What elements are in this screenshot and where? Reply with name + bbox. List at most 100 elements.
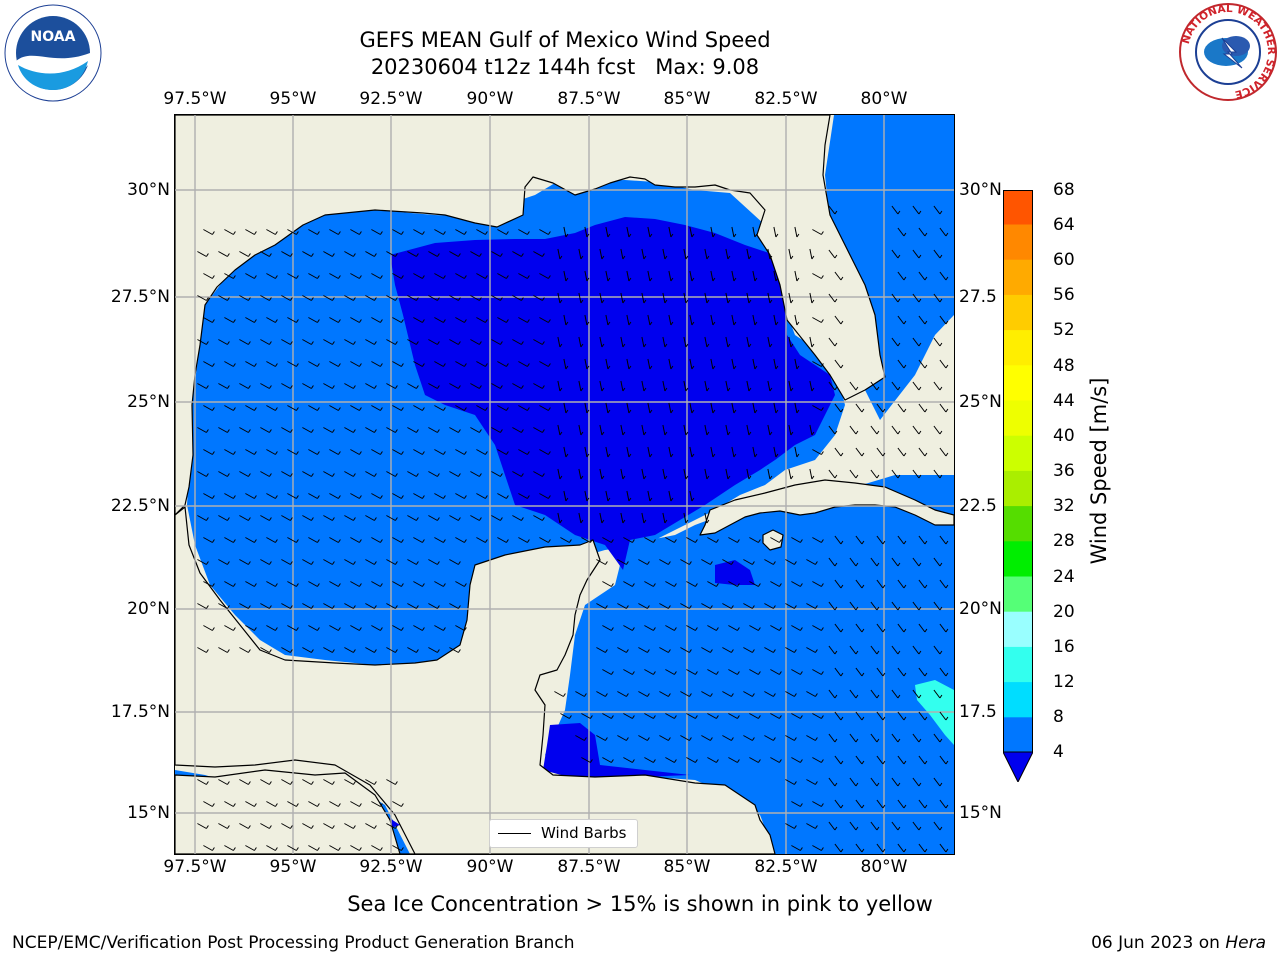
- wind-barb: [539, 317, 549, 323]
- wind-barb: [701, 559, 711, 565]
- lon-tick-top: 82.5°W: [754, 89, 818, 109]
- wind-barb-flag: [790, 299, 794, 304]
- wind-barb-flag: [876, 826, 880, 831]
- wind-barb: [497, 273, 507, 279]
- wind-barb: [497, 317, 507, 323]
- lat-tick-right: 17.5: [959, 702, 997, 722]
- wind-barb-flag: [358, 363, 362, 367]
- wind-barb: [260, 647, 270, 653]
- wind-barb-flag: [442, 363, 446, 367]
- wind-barb-flag: [652, 715, 656, 719]
- wind-barb: [626, 270, 630, 282]
- wind-barb-flag: [945, 848, 949, 853]
- wind-barb: [665, 581, 675, 587]
- wind-barb-flag: [394, 341, 398, 345]
- wind-barb-flag: [331, 297, 335, 301]
- wind-barb: [260, 251, 270, 257]
- wind-barb-flag: [442, 231, 446, 235]
- wind-barb: [599, 424, 603, 436]
- wind-barb-flag: [442, 539, 446, 543]
- wind-barb-flag: [855, 430, 859, 435]
- wind-barb-flag: [945, 628, 949, 633]
- wind-barb-flag: [772, 737, 776, 741]
- colorbar-segment: [1003, 190, 1033, 225]
- wind-barb: [788, 380, 792, 392]
- wind-speed-map: [175, 115, 954, 854]
- wind-barb-flag: [939, 298, 943, 303]
- wind-barb: [806, 823, 816, 829]
- wind-barb: [245, 405, 255, 411]
- wind-barb: [386, 471, 396, 477]
- wind-barb: [428, 383, 438, 389]
- colorbar-tick: 40: [1053, 426, 1075, 446]
- wind-barb-flag: [736, 671, 740, 675]
- wind-barb-flag: [834, 562, 838, 567]
- wind-barb-flag: [628, 365, 632, 370]
- wind-barb: [557, 424, 561, 436]
- wind-barb: [939, 447, 947, 457]
- wind-barb: [870, 733, 878, 743]
- wind-barb: [891, 821, 899, 831]
- wind-barb: [239, 559, 249, 565]
- wind-barb-flag: [211, 847, 215, 851]
- map-subtitle: 20230604 t12z 144h fcst Max: 9.08: [370, 55, 760, 79]
- wind-barb-flag: [649, 453, 653, 458]
- wind-barb: [680, 691, 690, 697]
- wind-barb-flag: [796, 233, 800, 238]
- colorbar-segment: [1003, 470, 1033, 507]
- colorbar-tick: 32: [1053, 496, 1075, 516]
- wind-barb: [647, 490, 651, 502]
- colorbar-tick: 20: [1053, 602, 1075, 622]
- wind-barb-flag: [463, 231, 467, 235]
- wind-barb-flag: [289, 297, 293, 301]
- wind-barb: [329, 449, 339, 455]
- wind-barb: [323, 383, 333, 389]
- wind-barb-flag: [882, 848, 886, 853]
- wind-barb-flag: [727, 343, 731, 348]
- wind-barb: [245, 361, 255, 367]
- wind-barb: [806, 603, 816, 609]
- wind-barb: [828, 557, 836, 567]
- wind-barb: [689, 446, 693, 458]
- wind-barb-flag: [715, 671, 719, 675]
- lon-tick-top: 95°W: [269, 89, 317, 109]
- wind-barb-flag: [643, 255, 647, 260]
- wind-barb-flag: [253, 803, 257, 807]
- wind-barb-flag: [769, 255, 773, 260]
- wind-barb-flag: [205, 253, 209, 257]
- wind-barb-flag: [226, 473, 230, 477]
- wind-barb: [644, 713, 654, 719]
- wind-barb-flag: [373, 605, 377, 609]
- wind-barb: [689, 314, 693, 326]
- wind-barb: [933, 645, 941, 655]
- wind-barb-flag: [903, 364, 907, 369]
- wind-barb-flag: [568, 539, 572, 543]
- wind-barb-flag: [331, 605, 335, 609]
- noaa-logo: NOAA: [4, 4, 102, 102]
- wind-barb-flag: [834, 386, 838, 391]
- wind-barb-flag: [565, 277, 569, 282]
- wind-barb-flag: [855, 738, 859, 743]
- wind-barb: [203, 581, 213, 587]
- wind-barb-flag: [694, 583, 698, 587]
- wind-barb: [407, 471, 417, 477]
- wind-barb: [308, 537, 318, 543]
- wind-barb: [665, 625, 675, 631]
- wind-barb: [239, 295, 249, 301]
- wind-barb-flag: [457, 473, 461, 477]
- wind-barb: [455, 493, 465, 499]
- wind-barb-flag: [861, 760, 865, 765]
- wind-barb-flag: [295, 319, 299, 323]
- wind-barb-flag: [673, 583, 677, 587]
- wind-barb-flag: [769, 343, 773, 348]
- wind-barb-flag: [337, 627, 341, 631]
- wind-barb-flag: [316, 231, 320, 235]
- wind-barb-flag: [268, 385, 272, 389]
- wind-barb: [791, 757, 801, 763]
- wind-barb-flag: [607, 321, 611, 326]
- wind-barb-flag: [924, 716, 928, 721]
- wind-barb: [668, 446, 672, 458]
- wind-barb: [834, 711, 842, 721]
- wind-barb-flag: [775, 321, 779, 326]
- wind-barb: [788, 292, 792, 304]
